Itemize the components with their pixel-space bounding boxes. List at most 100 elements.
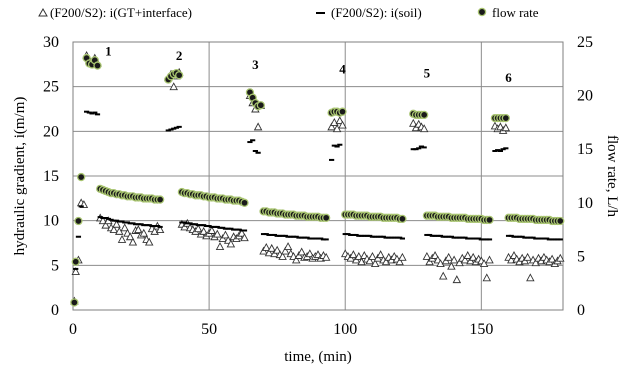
flow-rate-point [556, 216, 565, 226]
gt-interface-point [213, 229, 222, 238]
gt-interface-point [368, 251, 377, 260]
gt-interface-point [419, 124, 429, 133]
x-axis-label: time, (min) [284, 349, 352, 365]
legend: (F200/S2): i(GT+interface) (F200/S2): i(… [38, 5, 539, 20]
gt-interface-point [278, 251, 287, 260]
gt-interface-point [101, 220, 110, 229]
series-group [70, 53, 565, 307]
gt-interface-point [507, 255, 516, 264]
y-tick-label: 25 [43, 79, 59, 96]
legend-label-flow-rate: flow rate [492, 5, 539, 20]
gt-interface-point [370, 259, 380, 267]
gt-interface-point [468, 252, 478, 261]
gt-interface-point [281, 246, 290, 255]
gt-interface-point [125, 232, 135, 241]
gt-interface-point [321, 252, 331, 261]
x-tick-label: 100 [333, 321, 357, 338]
flow-rate-point [71, 257, 80, 266]
gt-interface-point [449, 255, 459, 264]
gt-interface-point [98, 216, 108, 225]
flow-rate-point [256, 101, 265, 110]
gt-interface-point [71, 267, 80, 276]
series-group [70, 50, 565, 305]
y-tick-label: 15 [43, 168, 59, 185]
y2-tick-label: 0 [577, 302, 585, 319]
gt-interface-point [272, 245, 282, 254]
gt-interface-point [237, 228, 247, 237]
gt-interface-point [193, 224, 203, 233]
gt-interface-point [395, 257, 404, 266]
gt-interface-point [262, 243, 271, 251]
gt-interface-point [338, 120, 347, 129]
gt-interface-point [240, 233, 249, 242]
flow-rate-point [322, 213, 331, 222]
y2-tick-label: 15 [577, 141, 593, 158]
gt-interface-point [463, 251, 472, 259]
legend-label-gt-interface: (F200/S2): i(GT+interface) [50, 5, 192, 20]
gt-interface-point [226, 239, 236, 248]
grid [73, 42, 563, 310]
gt-interface-point [547, 254, 557, 263]
flow-rate-point [420, 110, 429, 120]
gt-interface-point [109, 225, 119, 234]
gt-interface-point [422, 251, 432, 260]
gt-interface-point [409, 118, 418, 127]
flow-rate-point [77, 172, 86, 182]
gt-interface-point [438, 271, 448, 280]
gt-interface-point [155, 225, 165, 234]
run-label: 2 [176, 48, 183, 63]
run-label: 4 [339, 61, 346, 76]
gt-interface-point [460, 255, 470, 264]
y2-tick-label: 10 [577, 195, 593, 212]
x-tick-label: 0 [69, 321, 77, 338]
y2-tick-label: 25 [577, 34, 593, 51]
flow-rate-point [70, 298, 79, 307]
run-annotations: 1 2 3 4 5 6 [105, 43, 512, 85]
flow-rate-point [74, 216, 83, 226]
gt-interface-point [117, 234, 127, 243]
flow-rate-point [175, 71, 184, 80]
legend-triangle-marker [38, 7, 48, 17]
gt-interface-point [264, 248, 274, 257]
gt-interface-point [452, 275, 462, 284]
y-tick-label: 5 [51, 257, 59, 274]
gt-interface-point [144, 237, 154, 246]
gt-interface-point [215, 242, 225, 251]
legend-label-soil: (F200/S2): i(soil) [331, 5, 422, 20]
gt-interface-point [169, 82, 178, 91]
series-group [73, 110, 563, 270]
legend-circle-marker [477, 7, 487, 17]
x-tick-label: 150 [469, 321, 493, 338]
y-tick-label: 0 [51, 302, 59, 319]
data-marks [70, 50, 565, 307]
run-label: 3 [252, 57, 259, 72]
y2-axis-label: flow rate, L/h [604, 135, 619, 218]
run-label: 5 [424, 66, 431, 81]
gt-interface-point [354, 251, 364, 260]
gt-interface-point [128, 237, 138, 246]
gt-interface-point [291, 255, 301, 264]
gt-interface-point [523, 252, 532, 261]
gt-interface-point [134, 225, 143, 234]
gt-interface-point [376, 250, 385, 259]
gt-interface-point [120, 223, 129, 232]
gt-interface-point [430, 251, 440, 259]
gt-interface-point [398, 252, 407, 261]
flow-rate-point [93, 61, 102, 70]
y-axis-label: hydraulic gradient, i(m/m) [12, 97, 28, 256]
flow-rate-point [501, 113, 510, 123]
gt-interface-point [283, 242, 293, 251]
gt-interface-point [305, 249, 315, 258]
y-tick-label: 10 [43, 213, 59, 230]
y-tick-label: 20 [43, 123, 59, 140]
flow-rate-point [240, 198, 249, 207]
gt-interface-point [501, 123, 511, 132]
plot-area-border [72, 41, 564, 311]
gt-interface-point [327, 122, 336, 131]
gt-interface-point [139, 228, 149, 237]
gt-interface-point [447, 261, 456, 270]
x-tick-label: 50 [201, 321, 217, 338]
